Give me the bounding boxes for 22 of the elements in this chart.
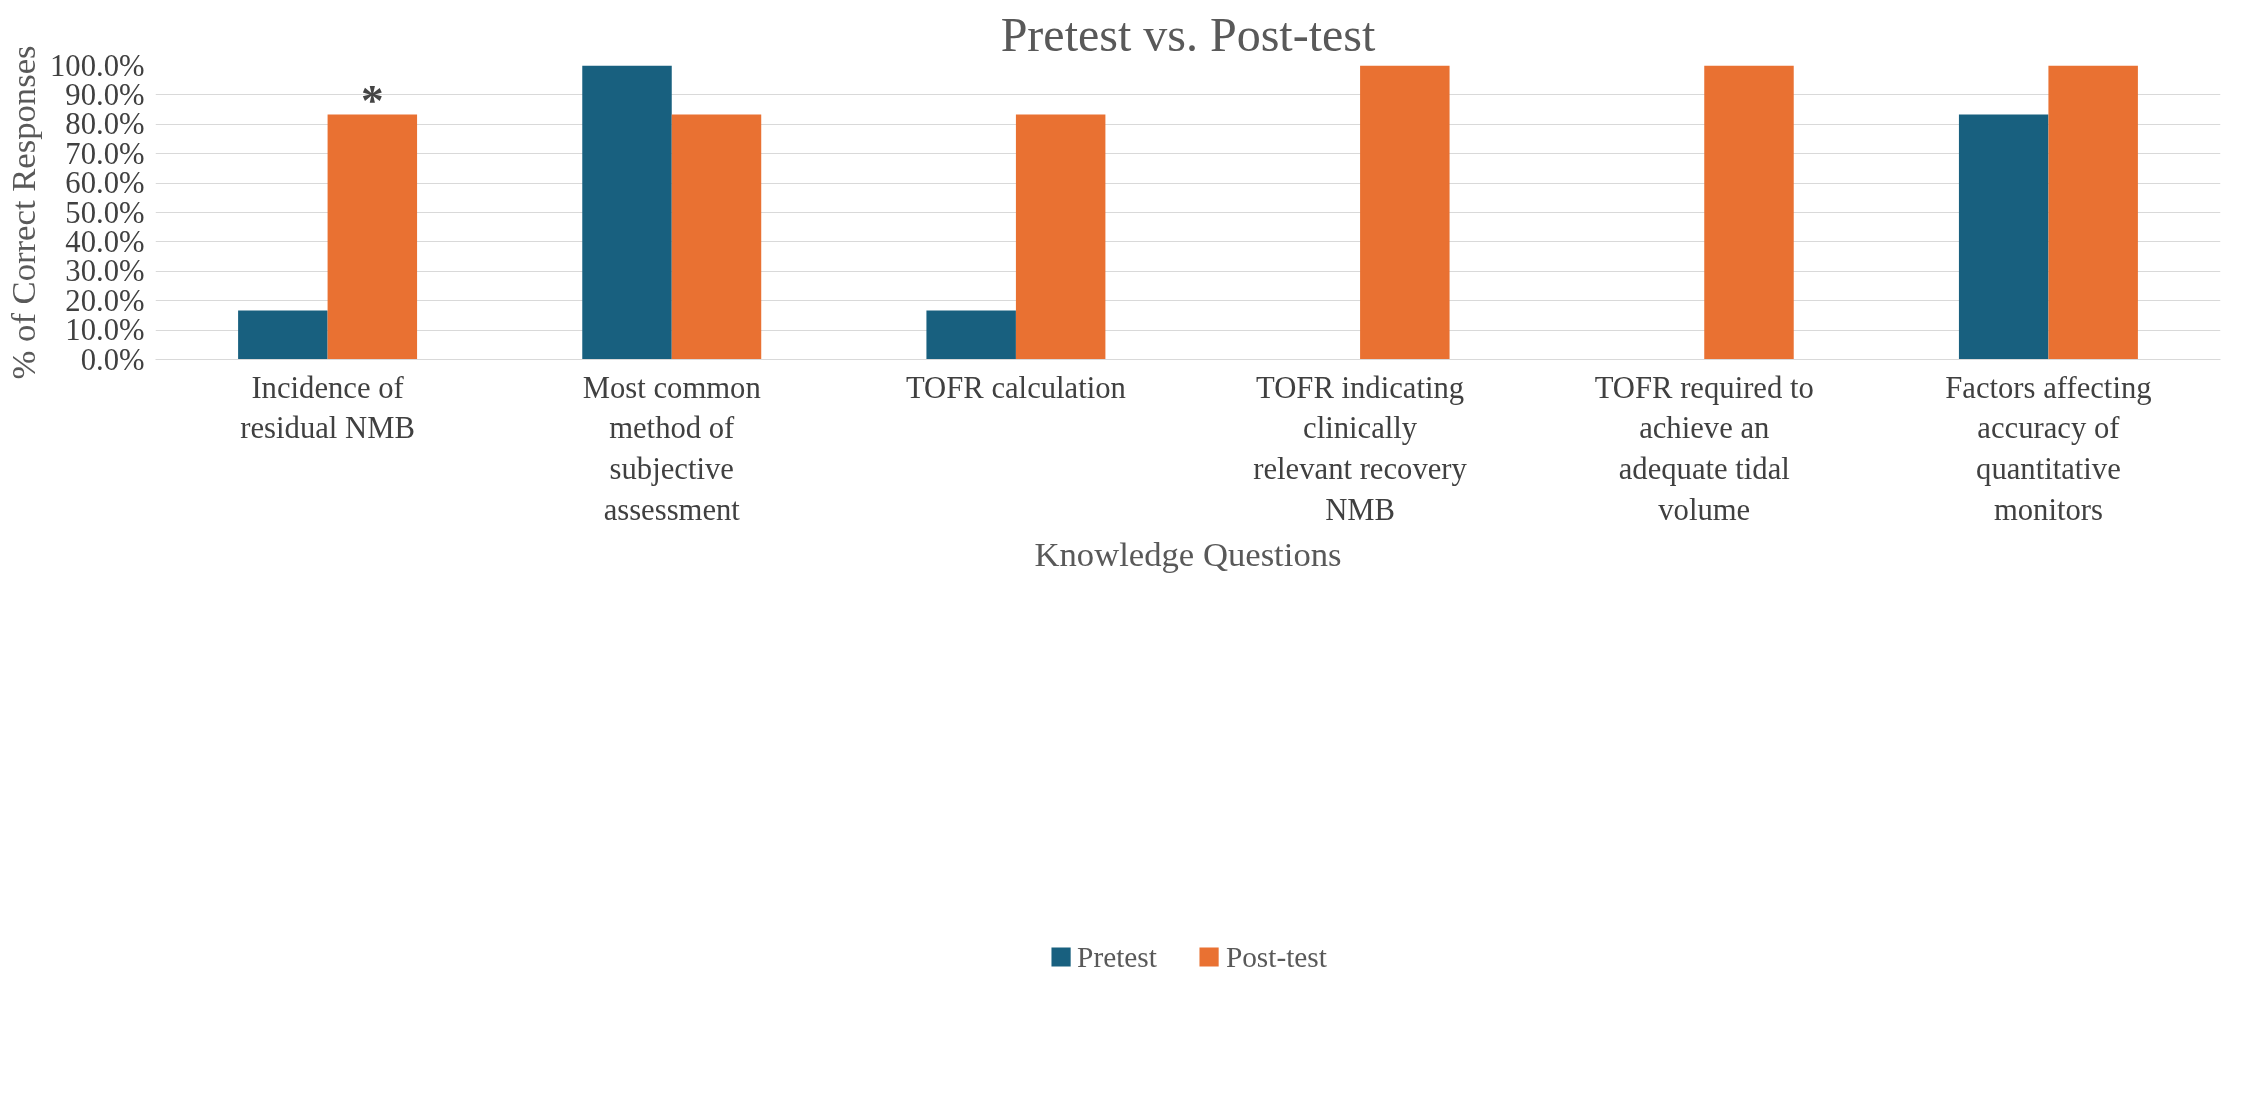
bar bbox=[582, 65, 672, 360]
x-tick-label: TOFR indicating clinically relevant recovery NMB bbox=[1253, 370, 1468, 527]
x-tick-label: Incidence of residual NMB bbox=[240, 370, 415, 446]
bar bbox=[2048, 65, 2138, 360]
x-axis-title: Knowledge Questions bbox=[1034, 534, 1342, 573]
x-tick-label: TOFR required to achieve an adequate tidal volume bbox=[1594, 370, 1814, 527]
x-tick-label: Most common method of subjective assessment bbox=[582, 370, 761, 527]
bar bbox=[1704, 65, 1794, 360]
x-tick-label: TOFR calculation bbox=[905, 370, 1126, 405]
bar bbox=[1958, 114, 2049, 360]
annotation: * bbox=[360, 74, 384, 125]
bar bbox=[1360, 65, 1450, 360]
x-tick-label: Factors affecting accuracy of quantitative monitors bbox=[1945, 370, 2152, 527]
legend-label: Pretest bbox=[1077, 940, 1157, 974]
legend-label: Post-test bbox=[1225, 940, 1327, 974]
bar bbox=[238, 310, 328, 360]
bar bbox=[926, 310, 1016, 360]
chart-title: Pretest vs. Post-test bbox=[1000, 7, 1376, 61]
bar bbox=[327, 114, 418, 360]
bar bbox=[671, 114, 762, 360]
y-axis-title: % of Correct Responses bbox=[3, 45, 42, 380]
bar bbox=[1015, 114, 1106, 360]
